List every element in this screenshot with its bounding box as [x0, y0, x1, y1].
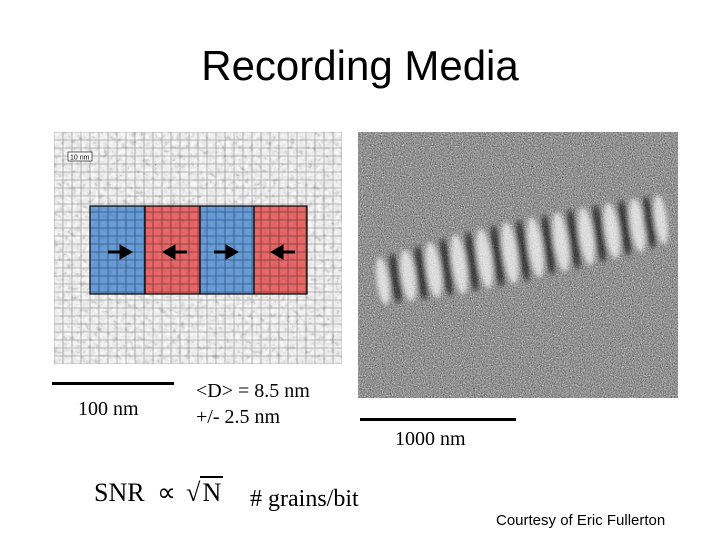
- grain-size-deviation: +/- 2.5 nm: [196, 406, 281, 428]
- proportional-symbol: ∝: [157, 478, 176, 507]
- mfm-bit-svg: [358, 132, 678, 398]
- magnetization-arrows: [108, 244, 295, 260]
- grains-per-bit-label: # grains/bit: [250, 486, 359, 512]
- tem-grain-svg: 10 nm: [54, 132, 342, 364]
- arrow-right-icon: [108, 244, 133, 260]
- mfm-bit-image: [358, 132, 678, 398]
- grain-size-mean: <D> = 8.5 nm: [196, 380, 310, 402]
- inset-scale-box: [67, 151, 93, 162]
- arrow-right-icon: [214, 244, 239, 260]
- inset-scale-label: 10 nm: [70, 155, 90, 162]
- slide-title: Recording Media: [201, 42, 519, 89]
- tem-grain-image: 10 nm: [54, 132, 342, 364]
- snr-formula: SNR ∝ √N: [94, 476, 224, 508]
- snr-label: SNR: [94, 478, 145, 507]
- image-credit: Courtesy of Eric Fullerton: [496, 512, 666, 529]
- scale-bar-100nm: [52, 382, 174, 385]
- arrow-left-icon: [162, 244, 187, 260]
- mfm-noise-overlay: [358, 132, 678, 398]
- scale-bar-1000nm: [360, 418, 516, 421]
- sqrt-sign: √: [186, 478, 201, 507]
- sqrt-variable: N: [200, 476, 224, 507]
- scale-label-100nm: 100 nm: [78, 398, 139, 420]
- arrow-left-icon: [270, 244, 295, 260]
- scale-label-1000nm: 1000 nm: [395, 428, 466, 450]
